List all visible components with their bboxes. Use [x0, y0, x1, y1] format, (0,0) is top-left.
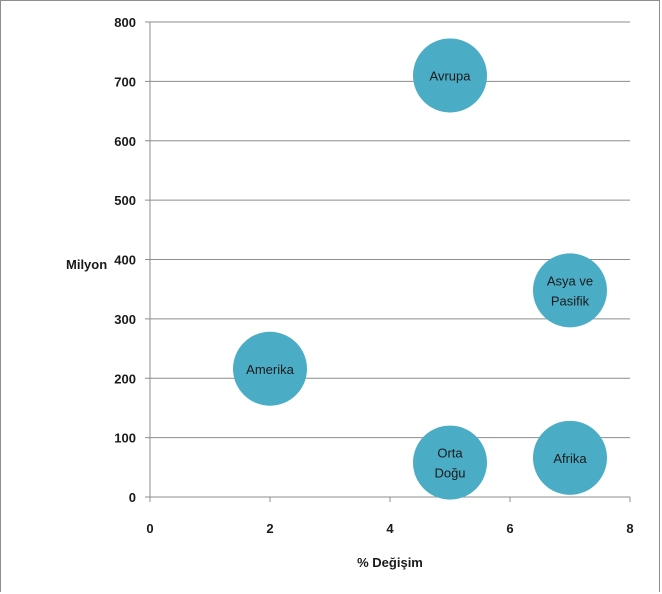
y-tick-label: 400 [114, 253, 136, 268]
y-tick-label: 100 [114, 431, 136, 446]
y-tick-label: 500 [114, 193, 136, 208]
y-tick-label: 300 [114, 312, 136, 327]
axes: 0 100 200 300 400 500 600 700 800 0 2 4 6 8 [114, 15, 633, 536]
x-tick-label: 0 [146, 521, 153, 536]
bubble-marker [233, 331, 307, 406]
y-axis-title: Milyon [66, 257, 107, 272]
x-tick-label: 4 [386, 521, 394, 536]
y-tick-label: 200 [114, 371, 136, 386]
bubble-label: Pasifik [551, 293, 590, 308]
bubble-point: Afrika [533, 420, 607, 495]
y-tick-label: 600 [114, 134, 136, 149]
bubble-label: Amerika [246, 362, 294, 377]
bubble-marker [413, 425, 487, 500]
bubble-marker [413, 38, 487, 113]
x-axis-title: % Değişim [357, 555, 423, 570]
bubble-point: Amerika [233, 331, 307, 406]
bubbles: Avrupa Asya ve Pasifik Amerika Orta Doğu Afrik… [233, 38, 607, 500]
bubble-label: Doğu [434, 466, 465, 481]
bubble-marker [533, 420, 607, 495]
bubble-point: Asya ve Pasifik [533, 253, 607, 328]
y-tick-label: 700 [114, 74, 136, 89]
bubble-label: Orta [437, 446, 463, 461]
bubble-marker [533, 253, 607, 328]
y-tick-label: 800 [114, 15, 136, 30]
bubble-label: Asya ve [547, 273, 593, 288]
bubble-point: Avrupa [413, 38, 487, 113]
bubble-label: Afrika [553, 451, 587, 466]
x-tick-label: 8 [626, 521, 633, 536]
x-tick-label: 2 [266, 521, 273, 536]
y-tick-label: 0 [129, 490, 136, 505]
gridlines [150, 21, 630, 439]
bubble-point: Orta Doğu [413, 425, 487, 500]
bubble-label: Avrupa [430, 68, 472, 83]
x-tick-label: 6 [506, 521, 513, 536]
